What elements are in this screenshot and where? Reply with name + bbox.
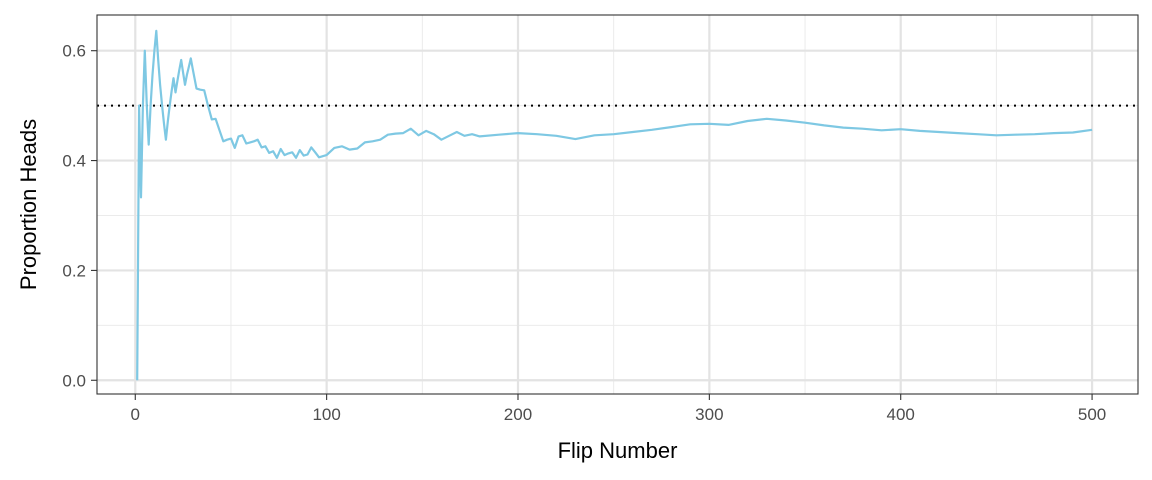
x-tick-label: 400 [887,405,915,424]
x-tick-label: 100 [312,405,340,424]
x-tick-label: 200 [504,405,532,424]
x-tick-label: 300 [695,405,723,424]
minor-gridlines [97,15,1138,394]
x-tick-label: 500 [1078,405,1106,424]
y-axis: 0.0 0.2 0.4 0.6 [62,42,97,390]
x-axis-title: Flip Number [558,438,678,463]
y-tick-label: 0.4 [62,152,86,171]
panel-border [96,14,1139,395]
y-tick-label: 0.6 [62,42,86,61]
y-axis-title: Proportion Heads [16,119,41,290]
x-axis: 0 100 200 300 400 500 [131,394,1106,424]
x-tick-label: 0 [131,405,140,424]
y-tick-label: 0.0 [62,371,86,390]
major-gridlines [97,15,1138,394]
y-tick-label: 0.2 [62,261,86,280]
series-line [136,29,1093,381]
